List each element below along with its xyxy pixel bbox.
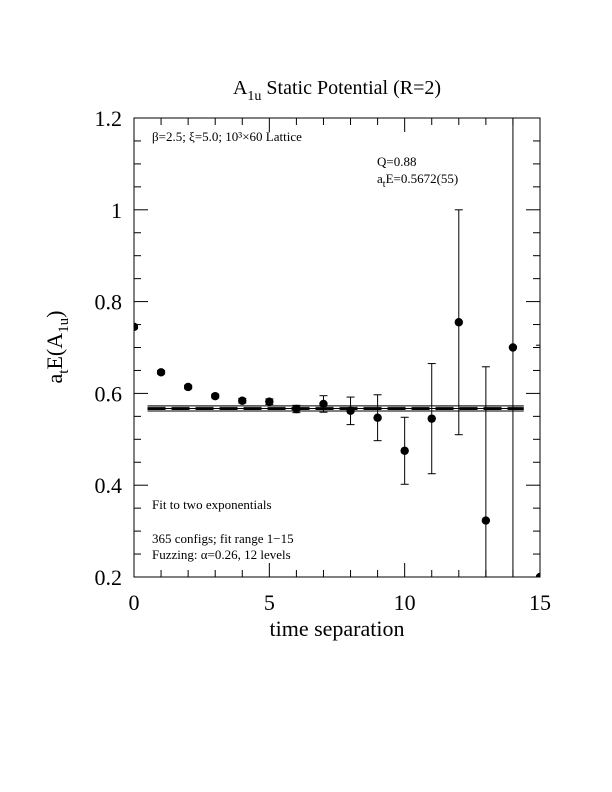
point — [211, 391, 220, 401]
annotation: Q=0.88 — [377, 154, 416, 169]
y-tick-label: 0.2 — [95, 565, 123, 590]
y-tick-label: 0.8 — [95, 290, 123, 315]
title-part: 1u — [247, 89, 261, 104]
point — [183, 382, 193, 392]
y-tick-label: 0.6 — [95, 381, 123, 406]
x-axis-label: time separation — [269, 616, 404, 641]
label-part: E(A — [42, 333, 67, 370]
point — [400, 446, 409, 455]
label-part: 1u — [56, 317, 72, 333]
y-tick-label: 1 — [111, 198, 122, 223]
title-part: Static Potential (R=2) — [261, 77, 441, 99]
annotation: atE=0.5672(55) — [377, 171, 458, 190]
point — [319, 399, 328, 409]
y-tick-label: 0.4 — [95, 473, 123, 498]
x-tick-label: 15 — [529, 590, 551, 615]
annotation: Fit to two exponentials — [152, 497, 272, 512]
annotation: β=2.5; ξ=5.0; 10³×60 Lattice — [152, 129, 302, 144]
point — [454, 318, 463, 327]
point — [427, 414, 436, 423]
label-part: t — [56, 369, 72, 374]
chart-title: A1u Static Potential (R=2) — [233, 77, 441, 104]
plot-area — [134, 118, 540, 577]
annotation: 365 configs; fit range 1−15 — [152, 531, 294, 546]
point — [156, 368, 166, 377]
y-tick-label: 1.2 — [95, 106, 123, 131]
point — [481, 516, 491, 525]
point — [535, 572, 540, 577]
point — [134, 322, 139, 332]
point — [373, 413, 382, 422]
annotation-part: E=0.5672(55) — [386, 171, 459, 186]
y-axis-label: atE(A1u) — [42, 311, 72, 384]
x-tick-label: 10 — [394, 590, 416, 615]
point — [238, 396, 247, 405]
annotation-part: a — [377, 171, 383, 186]
label-part: ) — [42, 311, 67, 318]
point — [265, 397, 274, 406]
title-part: A — [233, 77, 248, 99]
x-tick-label: 0 — [129, 590, 140, 615]
annotation-part: t — [383, 179, 386, 190]
point — [508, 343, 518, 352]
annotation: Fuzzing: α=0.26, 12 levels — [152, 547, 291, 562]
label-part: a — [42, 373, 67, 383]
point — [292, 404, 301, 414]
x-tick-label: 5 — [264, 590, 275, 615]
point — [346, 406, 355, 416]
